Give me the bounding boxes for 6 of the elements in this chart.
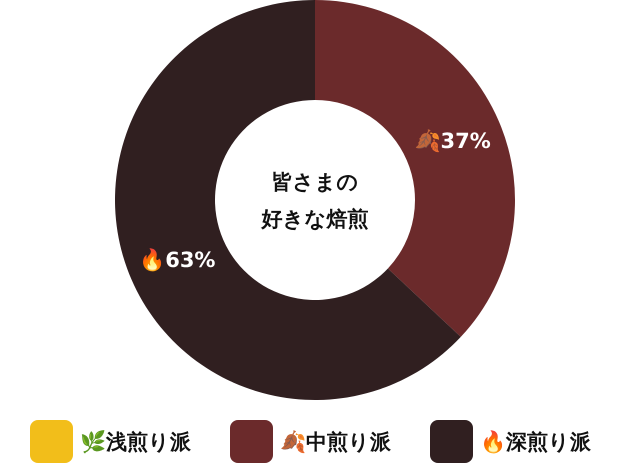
data-label: 🔥63% bbox=[139, 246, 216, 272]
legend-label: 🔥深煎り派 bbox=[480, 428, 592, 454]
data-label: 🍂37% bbox=[414, 128, 491, 153]
text: 皆さまの好きな焙煎 bbox=[260, 170, 368, 231]
legend-label: 🌿浅煎り派 bbox=[80, 428, 192, 454]
legend-label: 🍂中煎り派 bbox=[280, 428, 392, 454]
